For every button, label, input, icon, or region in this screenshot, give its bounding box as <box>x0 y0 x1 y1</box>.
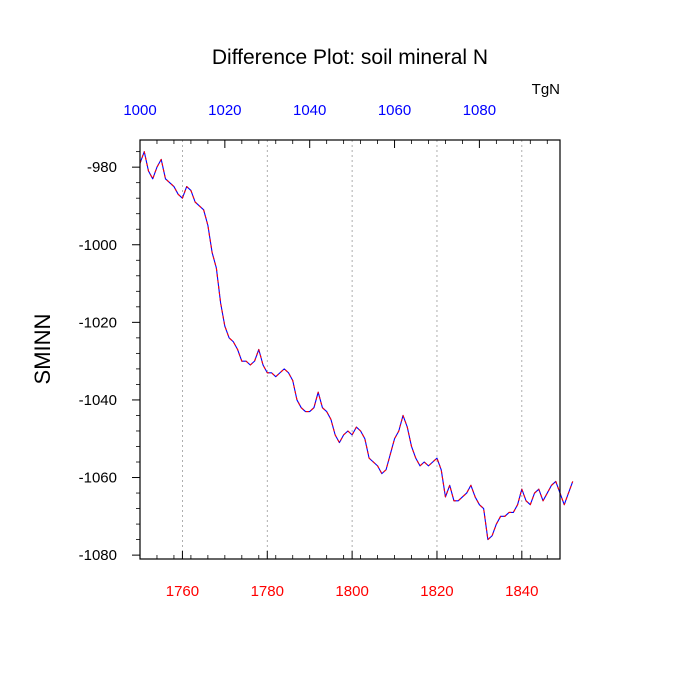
y-tick-label: -1080 <box>79 547 117 564</box>
x-bottom-tick-label: 1800 <box>335 583 368 600</box>
plot-area <box>139 151 574 541</box>
x-top-tick-label: 1080 <box>463 102 496 119</box>
x-bottom-tick-label: 1760 <box>166 583 199 600</box>
chart-title: Difference Plot: soil mineral N <box>212 46 488 69</box>
series-line-dashed <box>139 151 574 541</box>
x-top-tick-label: 1020 <box>208 102 241 119</box>
y-tick-label: -980 <box>87 159 117 176</box>
x-top-tick-label: 1040 <box>293 102 326 119</box>
x-bottom-tick-label: 1780 <box>251 583 284 600</box>
x-top-tick-label: 1060 <box>378 102 411 119</box>
y-axis-label: SMINN <box>30 314 55 385</box>
x-bottom-tick-label: 1820 <box>420 583 453 600</box>
tick-marks <box>132 140 548 559</box>
y-tick-label: -1000 <box>79 237 117 254</box>
plot-frame <box>139 139 561 560</box>
y-tick-label: -1040 <box>79 392 117 409</box>
y-tick-label: -1020 <box>79 314 117 331</box>
series-line-solid <box>139 151 574 541</box>
y-tick-label: -1060 <box>79 470 117 487</box>
x-bottom-tick-label: 1840 <box>505 583 538 600</box>
units-label: TgN <box>532 81 560 98</box>
x-top-tick-label: 1000 <box>123 102 156 119</box>
grid-lines <box>182 140 523 559</box>
tick-labels: 1760 1780 1800 1820 1840 1000 1020 1040 1060 1080… <box>79 102 539 600</box>
